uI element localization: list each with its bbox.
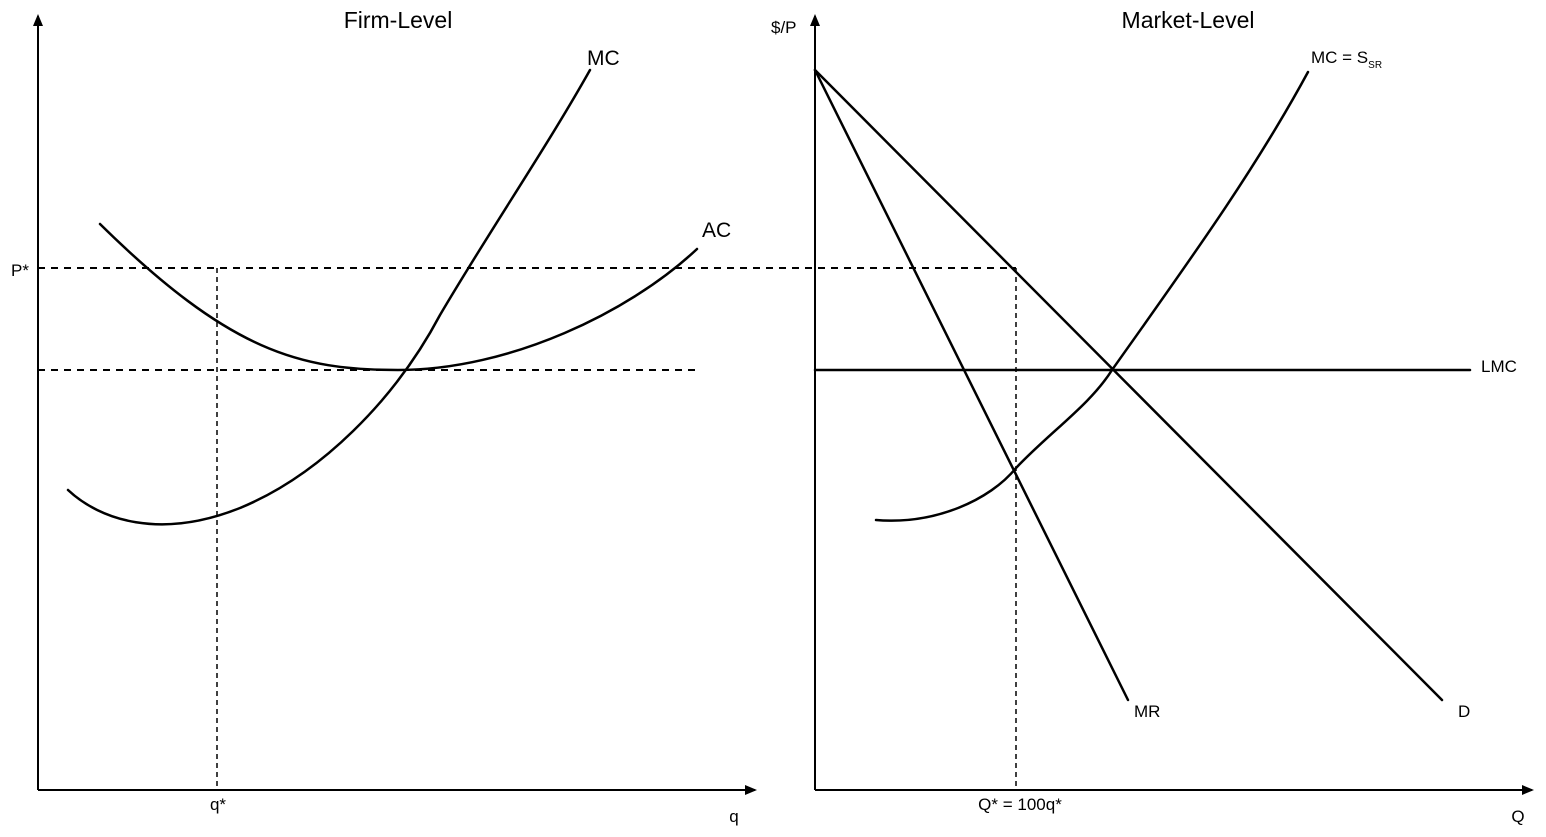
ac-label: AC	[702, 219, 731, 242]
market-mc-supply-subscript: SR	[1368, 60, 1382, 71]
firm-panel-title: Firm-Level	[344, 7, 453, 33]
market-mc-supply-label: MC = SSR	[1311, 48, 1382, 71]
mc-label: MC	[587, 47, 620, 70]
market-mc-supply-main: MC = S	[1311, 48, 1368, 67]
market-x-axis-label: Q	[1511, 807, 1524, 826]
market-quantity-label: Q* = 100q*	[978, 795, 1062, 814]
firm-x-axis-label: q	[729, 807, 738, 826]
market-mc-supply-curve	[874, 70, 1310, 522]
demand-label: D	[1458, 702, 1470, 721]
market-panel: Market-Level $/P Q* = 100q* Q MC = SSR L…	[771, 7, 1534, 826]
demand-curve	[813, 68, 1444, 702]
mr-curve	[813, 68, 1130, 702]
ac-curve	[98, 222, 699, 372]
mc-curve	[66, 68, 592, 526]
mr-label: MR	[1134, 702, 1160, 721]
price-label: P*	[11, 261, 29, 280]
firm-panel: Firm-Level P* q* q MC AC	[11, 7, 1016, 826]
market-y-axis-label: $/P	[771, 18, 797, 37]
market-panel-title: Market-Level	[1122, 7, 1255, 33]
lmc-label: LMC	[1481, 357, 1517, 376]
firm-quantity-label: q*	[210, 795, 226, 814]
